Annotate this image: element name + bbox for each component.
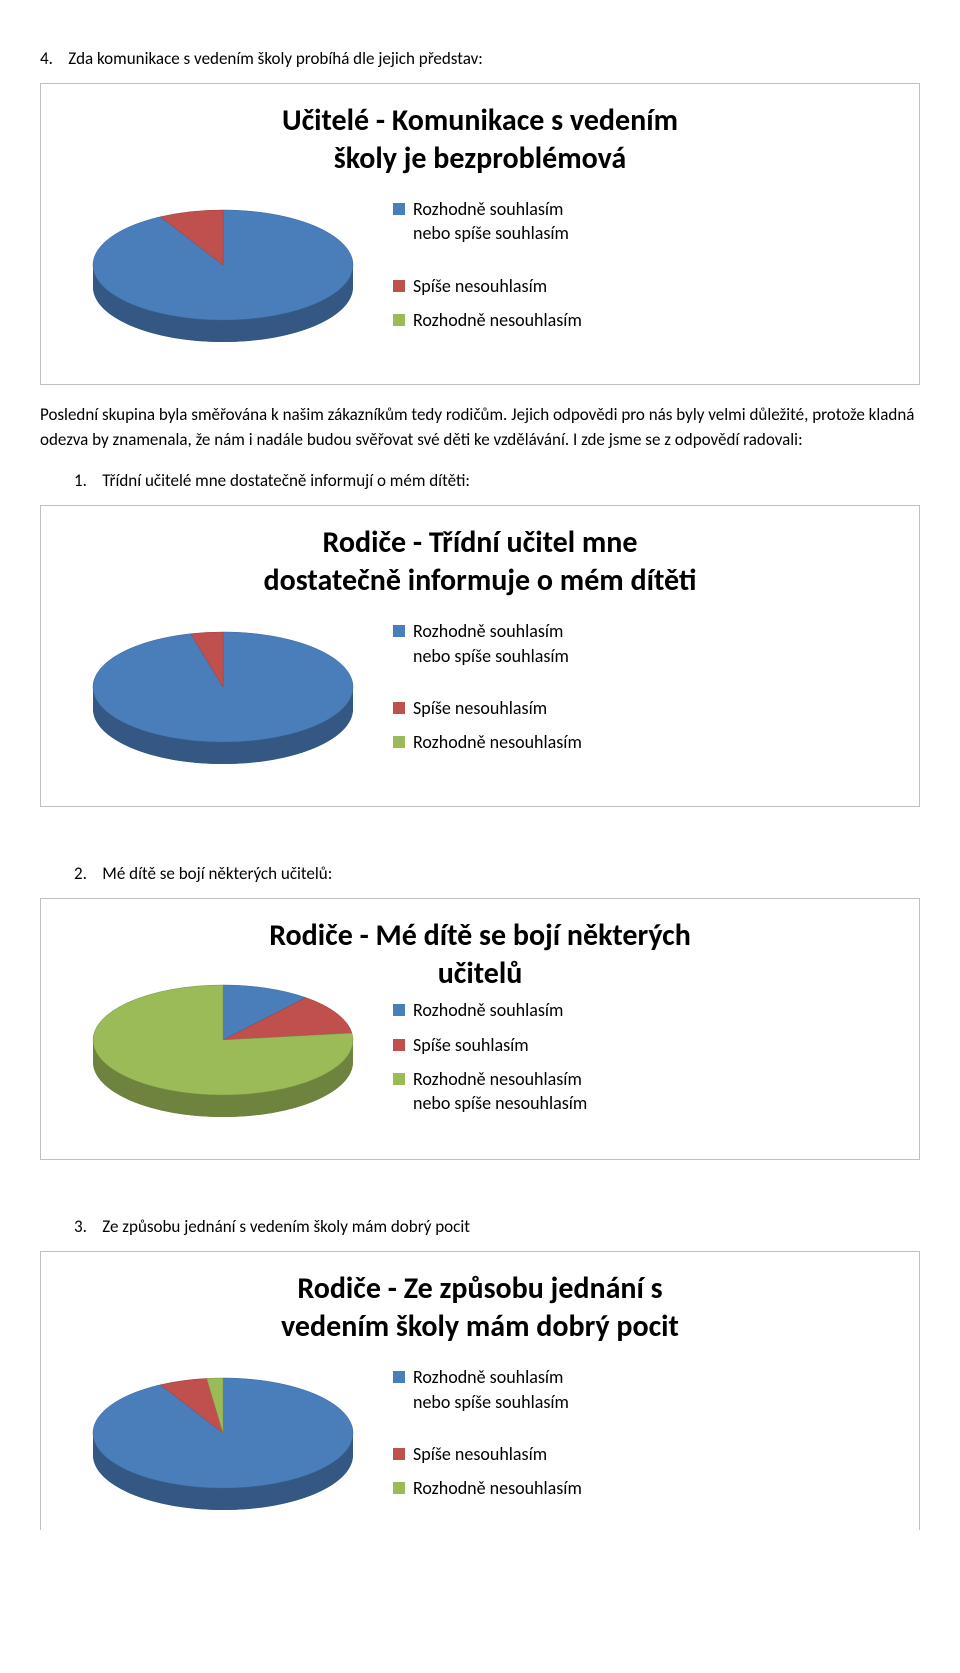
chart-4-title: Rodiče - Ze způsobu jednání s vedením šk…: [63, 1270, 897, 1345]
sub-question-1: 1. Třídní učitelé mne dostatečně informu…: [40, 470, 920, 491]
legend-item: Spíše nesouhlasím: [393, 696, 897, 720]
chart-3: Rodiče - Mé dítě se bojí některých učite…: [40, 898, 920, 1160]
chart-1-pie: [63, 187, 393, 362]
legend-item: Spíše souhlasím: [393, 1033, 897, 1057]
sub-question-1-text: Třídní učitelé mne dostatečně informují …: [102, 470, 470, 491]
legend-label: Rozhodně souhlasímnebo spíše souhlasím: [413, 197, 897, 246]
legend-swatch-icon: [393, 702, 405, 714]
legend-swatch-icon: [393, 736, 405, 748]
chart-2: Rodiče - Třídní učitel mne dostatečně in…: [40, 505, 920, 807]
sub-question-3-text: Ze způsobu jednání s vedením školy mám d…: [102, 1216, 470, 1237]
legend-label: Rozhodně nesouhlasím: [413, 730, 897, 754]
legend-label: Rozhodně nesouhlasím: [413, 1476, 897, 1500]
chart-1: Učitelé - Komunikace s vedením školy je …: [40, 83, 920, 385]
legend-item: Rozhodně souhlasímnebo spíše souhlasím: [393, 1365, 897, 1414]
legend-swatch-icon: [393, 1004, 405, 1016]
chart-2-pie: [63, 609, 393, 784]
legend-label: Spíše nesouhlasím: [413, 274, 897, 298]
sub-question-1-number: 1.: [74, 470, 87, 491]
legend-item: Rozhodně nesouhlasím: [393, 730, 897, 754]
legend-item: Rozhodně nesouhlasím: [393, 1476, 897, 1500]
legend-label: Rozhodně souhlasím: [413, 998, 897, 1022]
chart-3-legend: Rozhodně souhlasím Spíše souhlasím Rozhodn…: [393, 962, 897, 1125]
chart-2-legend: Rozhodně souhlasímnebo spíše souhlasím Sp…: [393, 609, 897, 764]
legend-label: Rozhodně souhlasímnebo spíše souhlasím: [413, 619, 897, 668]
legend-swatch-icon: [393, 280, 405, 292]
legend-label: Spíše souhlasím: [413, 1033, 897, 1057]
legend-swatch-icon: [393, 1448, 405, 1460]
question-4: 4. Zda komunikace s vedením školy probíh…: [40, 48, 920, 69]
legend-item: Spíše nesouhlasím: [393, 274, 897, 298]
legend-label: Spíše nesouhlasím: [413, 1442, 897, 1466]
legend-item: Rozhodně nesouhlasím: [393, 308, 897, 332]
legend-label: Spíše nesouhlasím: [413, 696, 897, 720]
legend-swatch-icon: [393, 1073, 405, 1085]
legend-swatch-icon: [393, 1039, 405, 1051]
legend-item: Rozhodně nesouhlasímnebo spíše nesouhlas…: [393, 1067, 897, 1116]
legend-swatch-icon: [393, 625, 405, 637]
sub-question-2: 2. Mé dítě se bojí některých učitelů:: [40, 863, 920, 884]
sub-question-3: 3. Ze způsobu jednání s vedením školy má…: [40, 1216, 920, 1237]
legend-item: Spíše nesouhlasím: [393, 1442, 897, 1466]
paragraph-1: Poslední skupina byla směřována k našim …: [40, 403, 920, 452]
legend-swatch-icon: [393, 314, 405, 326]
legend-swatch-icon: [393, 1371, 405, 1383]
legend-swatch-icon: [393, 203, 405, 215]
legend-label: Rozhodně nesouhlasímnebo spíše nesouhlas…: [413, 1067, 897, 1116]
legend-label: Rozhodně souhlasímnebo spíše souhlasím: [413, 1365, 897, 1414]
chart-1-legend: Rozhodně souhlasímnebo spíše souhlasím Sp…: [393, 187, 897, 342]
legend-item: Rozhodně souhlasím: [393, 998, 897, 1022]
chart-4: Rodiče - Ze způsobu jednání s vedením šk…: [40, 1251, 920, 1530]
legend-swatch-icon: [393, 1482, 405, 1494]
chart-2-title: Rodiče - Třídní učitel mne dostatečně in…: [63, 524, 897, 599]
sub-question-2-text: Mé dítě se bojí některých učitelů:: [102, 863, 332, 884]
chart-4-legend: Rozhodně souhlasímnebo spíše souhlasím Sp…: [393, 1355, 897, 1510]
chart-3-pie: [63, 962, 393, 1137]
legend-item: Rozhodně souhlasímnebo spíše souhlasím: [393, 619, 897, 668]
legend-item: Rozhodně souhlasímnebo spíše souhlasím: [393, 197, 897, 246]
question-4-text: Zda komunikace s vedením školy probíhá d…: [68, 48, 483, 69]
question-4-number: 4.: [40, 48, 53, 69]
chart-1-title: Učitelé - Komunikace s vedením školy je …: [63, 102, 897, 177]
legend-label: Rozhodně nesouhlasím: [413, 308, 897, 332]
chart-4-pie: [63, 1355, 393, 1530]
sub-question-2-number: 2.: [74, 863, 87, 884]
sub-question-3-number: 3.: [74, 1216, 87, 1237]
